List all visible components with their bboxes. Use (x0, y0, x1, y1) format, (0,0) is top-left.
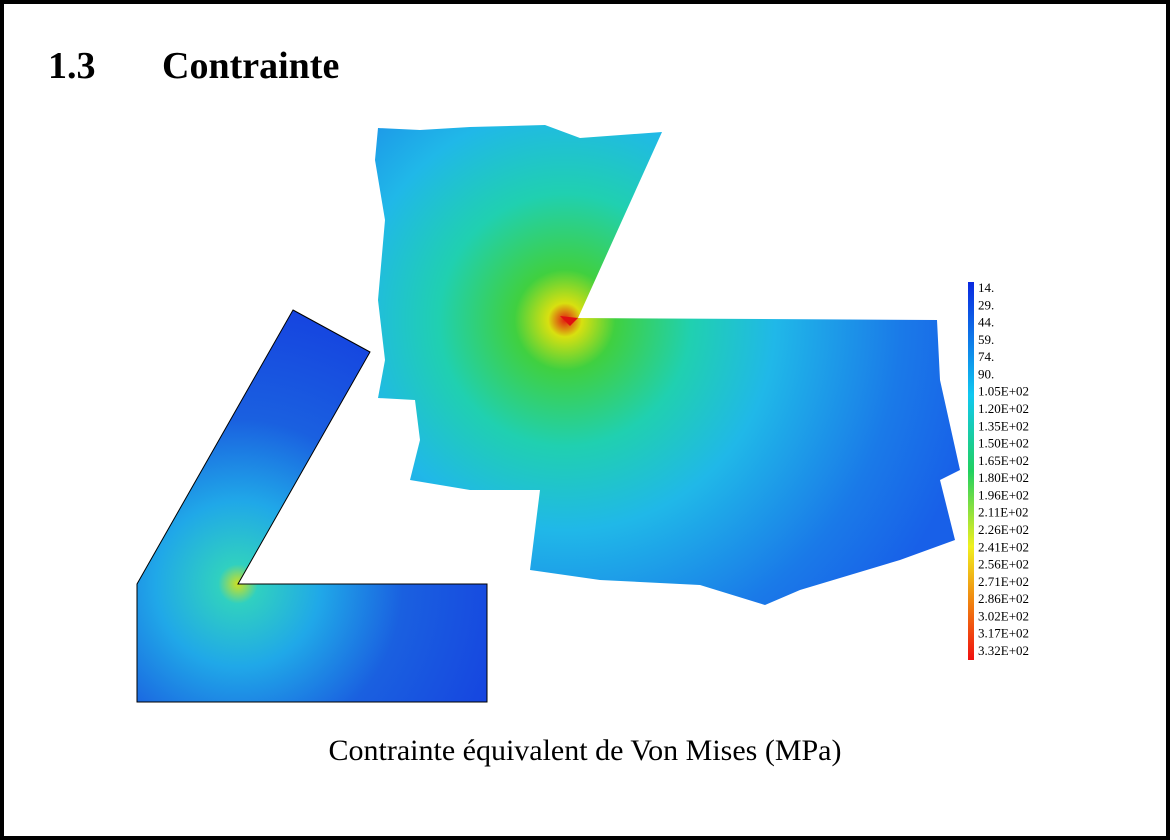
colorbar-label: 14. (978, 280, 994, 295)
colorbar-label: 59. (978, 332, 994, 347)
colorbar-label: 2.86E+02 (978, 591, 1029, 606)
colorbar-label: 2.41E+02 (978, 539, 1029, 554)
colorbar-label: 1.96E+02 (978, 487, 1029, 502)
colorbar-label: 2.56E+02 (978, 557, 1029, 572)
colorbar-label: 2.11E+02 (978, 505, 1029, 520)
colorbar-label: 1.35E+02 (978, 418, 1029, 433)
slide: 1.3 Contrainte 14. 29. 44. 59. 74. 90. 1.05E+0… (0, 0, 1170, 840)
colorbar-label: 44. (978, 315, 994, 330)
colorbar-label: 3.17E+02 (978, 626, 1029, 641)
colorbar-label: 1.65E+02 (978, 453, 1029, 468)
colorbar-label: 1.80E+02 (978, 470, 1029, 485)
colorbar-label: 3.32E+02 (978, 643, 1029, 658)
colorbar-label: 2.26E+02 (978, 522, 1029, 537)
section-title: Contrainte (162, 45, 339, 87)
caption: Contrainte équivalent de Von Mises (MPa) (329, 734, 842, 767)
colorbar-label: 1.50E+02 (978, 436, 1029, 451)
section-number: 1.3 (48, 45, 96, 87)
colorbar-label: 74. (978, 349, 994, 364)
colorbar-label: 3.02E+02 (978, 608, 1029, 623)
colorbar-label: 90. (978, 366, 994, 381)
colorbar-label: 1.20E+02 (978, 401, 1029, 416)
colorbar-label: 1.05E+02 (978, 384, 1029, 399)
colorbar-label: 29. (978, 297, 994, 312)
colorbar (968, 282, 974, 660)
colorbar-label: 2.71E+02 (978, 574, 1029, 589)
